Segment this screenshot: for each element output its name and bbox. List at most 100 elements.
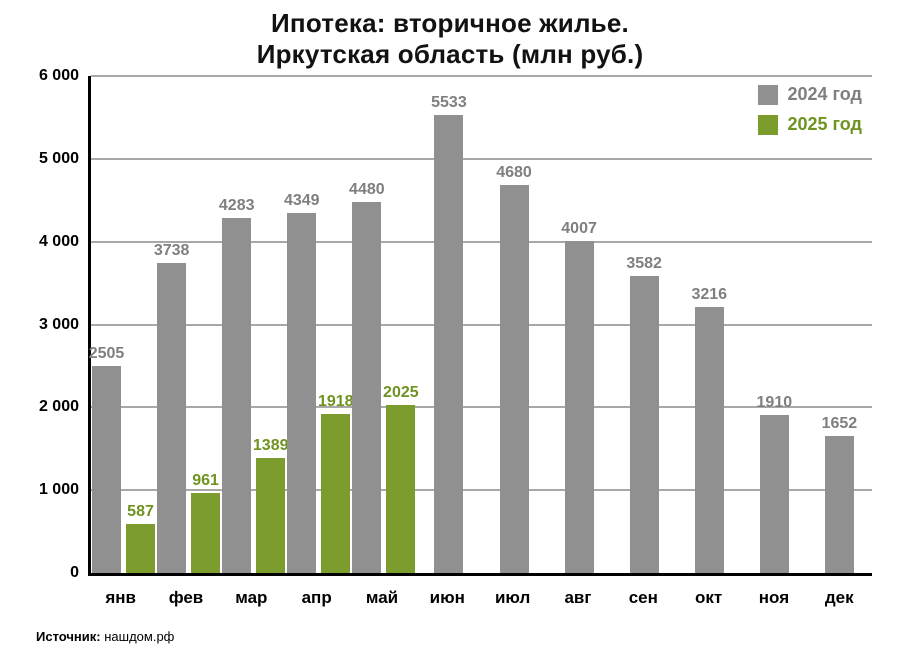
bar-2024-окт: 3216 [691,76,727,573]
bar-group-сен: 3582 [612,76,677,573]
bar-value-label: 4283 [218,197,255,215]
x-axis-tick-label: фев [168,588,204,607]
bar-2025-май: 2025 [383,76,419,573]
bar-value-label: 2505 [88,344,125,362]
bar [321,414,351,573]
y-axis-tick-label: 5 000 [38,149,79,167]
bar-2025-мар: 1389 [253,76,288,573]
bar [434,114,464,573]
bar-value-label: 1910 [756,393,793,411]
y-axis-tick-label: 1 000 [38,481,79,499]
bar-value-label: 961 [192,472,219,490]
bar [157,263,187,573]
chart-title-line2: Иркутская область (млн руб.) [256,38,644,69]
gridline [91,323,872,326]
bar-2025-янв: 587 [126,76,156,573]
bar [92,365,122,573]
x-axis-tick-label: мар [235,588,268,607]
bar-group-апр: 4349 1918 [284,76,354,573]
bar-value-label: 3216 [691,285,728,303]
x-axis-tick-label: сен [628,588,658,607]
x-axis-labels: янв фев мар апр май июн июл авг сен окт ноя дек [88,588,872,608]
bar-value-label: 1389 [252,436,289,454]
chart-title: Ипотека: вторичное жилье. Иркутская обла… [0,8,900,69]
bar-value-label: 5533 [431,93,467,111]
bar-2024-июн: 5533 [431,76,467,573]
gridline [91,406,872,409]
bar-group-май: 4480 2025 [349,76,419,573]
bar [564,241,594,573]
bar-group-фев: 3738 961 [154,76,221,573]
source-note: Источник: нашдом.рф [36,629,174,644]
bar-2025-фев: 961 [191,76,221,573]
bar-2024-июл: 4680 [496,76,532,573]
bar-2024-янв: 2505 [89,76,124,573]
x-axis-tick-label: апр [301,588,332,607]
bar [287,212,317,573]
bar-2024-май: 4480 [349,76,385,573]
chart-legend: 2024 год 2025 год [757,84,863,144]
bar [352,201,382,573]
bar-groups: 2505 587 3738 961 4283 1389 4349 1918 4480 2025 55… [89,76,872,573]
bar-value-label: 587 [127,503,154,521]
bar-value-label: 4007 [561,220,597,238]
bar-group-авг: 4007 [547,76,612,573]
bar [499,185,529,573]
x-axis-tick-label: май [365,588,399,607]
legend-item-2025: 2025 год [757,114,862,135]
legend-swatch-0 [757,84,778,105]
bar-group-дек: 1652 [807,76,872,573]
bar-value-label: 1652 [821,415,858,433]
y-axis-tick-label: 6 000 [38,67,79,84]
bar-2024-сен: 3582 [626,76,662,573]
gridline [91,75,872,77]
bar-2024-ноя: 1910 [757,76,792,573]
bar-value-label: 4480 [349,180,385,198]
bar-2024-авг: 4007 [561,76,597,573]
bar [126,524,156,573]
bar-group-ноя: 1910 [742,76,807,573]
bar-value-label: 3738 [153,242,190,260]
bar [222,218,252,573]
bar-group-мар: 4283 1389 [219,76,288,573]
bar [694,306,724,573]
bar-2024-дек: 1652 [822,76,857,573]
bar-2024-фев: 3738 [154,76,189,573]
source-value: нашдом.рф [100,629,175,644]
x-axis-tick-label: авг [564,588,592,607]
legend-item-2024: 2024 год [757,84,863,105]
legend-label-0: 2024 год [787,84,863,104]
x-axis-tick-label: янв [105,588,136,607]
bar [759,414,789,573]
bar [629,276,659,573]
bar-group-янв: 2505 587 [89,76,156,573]
bar-2024-апр: 4349 [284,76,320,573]
bar [191,493,221,573]
bar-value-label: 4349 [283,191,320,209]
gridline [91,489,872,492]
x-axis-tick-label: дек [824,588,854,607]
x-axis-tick-label: ноя [758,588,790,607]
bar-group-окт: 3216 [677,76,742,573]
bar-value-label: 4680 [496,164,532,182]
gridline [91,157,872,160]
y-axis-tick-label: 0 [70,564,79,581]
bar [256,457,286,573]
bar-group-июн: 5533 [416,76,481,573]
y-axis-tick-label: 3 000 [38,315,79,333]
bar-value-label: 3582 [626,255,662,273]
x-axis-tick-label: июл [494,588,531,607]
y-axis-tick-label: 4 000 [38,232,79,250]
legend-swatch-1 [757,114,778,135]
bar-2024-мар: 4283 [219,76,254,573]
x-axis-tick-label: окт [695,588,723,607]
bar-value-label: 1918 [317,393,354,411]
gridline [91,240,872,243]
bar-group-июл: 4680 [481,76,546,573]
bar [386,405,416,573]
source-label: Источник: [36,629,101,644]
bar [824,436,854,573]
bar-2025-апр: 1918 [318,76,354,573]
